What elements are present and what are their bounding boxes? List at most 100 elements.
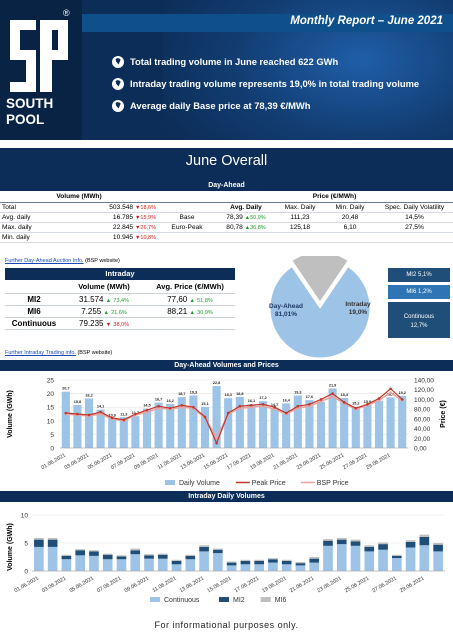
intraday-chart: Volume (GWh) 0 5 10 01.06.2021 03.06.2021 05.0… [7,513,445,604]
stacked-bar-continuous [130,554,141,571]
price-point [157,404,160,408]
stacked-bar-mi2 [75,550,86,556]
legend-swatch [260,597,271,602]
intraday-link-text[interactable]: Further Intraday Trading info. [5,350,76,356]
volume-bar [142,408,152,448]
price-point [284,411,288,415]
volume-bar [189,395,198,448]
stacked-bar-mi6 [295,562,306,564]
stacked-bar-continuous [391,558,402,571]
stacked-bar-mi6 [102,553,113,555]
price-point [389,391,392,394]
stacked-bar-mi6 [34,537,44,540]
price-point [180,403,184,407]
section-title: June Overall [185,153,268,169]
y-tick-label: 15 [47,405,55,412]
intraday-volume: 79.235 [79,318,104,328]
price-point [250,403,253,407]
x-tick-label: 11.06.2021 [152,576,178,594]
highlight-item: Intraday trading volume represents 19,0%… [112,74,419,93]
stacked-bar-mi6 [185,554,196,556]
volume-bar [363,404,372,448]
stacked-bar-mi6 [281,559,292,561]
stacked-bar-mi6 [61,554,72,556]
x-tick-label: 05.06.2021 [87,453,113,472]
row-label: Total [0,202,60,213]
price-point [319,400,323,403]
price-min: 20,48 [324,212,376,223]
price-min: 6,10 [324,222,376,233]
volume-bar [200,406,210,448]
price-point [273,407,276,411]
report-title-bar: Monthly Report – June 2021 [82,14,453,32]
y2-tick-label: 80,00 [414,407,431,414]
stacked-bar-mi2 [378,544,388,550]
bar-data-label: 19,3 [190,391,197,395]
day-ahead-table: Volume (MWh) Price (€/MWh) Total 503.548… [0,192,453,243]
price-change: 51,8% [197,297,213,304]
x-tick-label: 09.06.2021 [124,576,150,595]
price-point [99,410,102,414]
stacked-bar-mi2 [364,546,375,552]
y2-tick-label: 0,00 [414,446,427,453]
stacked-bar-continuous [350,545,361,571]
day-ahead-info-link[interactable]: Further Day-Ahead Auction Info. (BSP web… [5,258,120,264]
globe-icon [112,55,124,68]
stacked-bar-mi6 [130,548,141,551]
arrow-up-icon: ▲ [244,224,251,231]
x-tick-label: 27.06.2021 [371,576,397,595]
stacked-bar-mi2 [254,560,264,565]
day-ahead-link-text[interactable]: Further Day-Ahead Auction Info. [5,258,84,264]
stacked-bar-mi2 [102,554,113,560]
highlight-item: Average daily Base price at 78,39 €/MWh [112,96,419,115]
bar-data-label: 22,8 [213,381,220,385]
bar-data-label: 16,7 [155,398,162,402]
volume-change: 18,6% [140,204,156,211]
price-point [308,404,311,408]
pie-breakdown-mi2: MI2 5,1% [388,268,450,282]
stacked-bar-mi2 [116,556,127,560]
volume-bar [235,396,244,448]
price-row-label: Euro-Peak [158,222,216,233]
bar-data-label: 18,6 [387,392,394,396]
stacked-bar-mi6 [213,548,223,550]
bar-data-label: 14,7 [271,403,278,407]
logo-text-line2: POOL [6,112,45,127]
x-tick-label: 29.06.2021 [399,576,425,595]
bar-data-label: 17,6 [306,395,313,399]
arrow-down-icon: ▼ [134,214,141,221]
stacked-bar-continuous [364,551,375,571]
breakdown-label: Continuous [403,314,435,320]
price-point [296,406,300,410]
x-tick-label: 09.06.2021 [133,453,159,472]
volume-bar [386,397,395,448]
price-max: 111,23 [276,212,324,223]
volume-bar [61,391,70,448]
day-ahead-chart: Volume (GWh) Price (€) 0 5 10 15 20 25 0,00 20,00… [7,378,447,488]
intraday-price: 88,21 [167,306,188,316]
x-tick-label: 03.06.2021 [64,453,90,472]
arrow-up-icon: ▲ [105,297,112,304]
x-tick-label: 27.06.2021 [342,453,368,472]
volume-change: 26,7% [140,224,156,231]
col-header: Avg. Daily [216,202,276,213]
y-tick-label: 10 [21,513,29,520]
price-row-label: Base [158,212,216,223]
intraday-table: Volume (MWh) Avg. Price (€/MWh) MI2 31.5… [5,281,235,330]
stacked-bar-mi6 [226,561,237,563]
intraday-info-link[interactable]: Further Intraday Trading info. (BSP webs… [5,350,112,356]
stacked-bar-continuous [61,559,72,571]
bar-data-label: 18,8 [236,392,243,396]
x-tick-label: 13.06.2021 [180,453,206,472]
x-tick-label: 07.06.2021 [96,576,122,595]
volume-bar [96,409,105,448]
bar-data-label: 18,4 [341,393,349,397]
y-tick-label: 0 [50,446,54,453]
x-tick-label: 13.06.2021 [179,576,205,595]
stacked-bar-mi6 [309,557,320,559]
globe-icon [112,77,124,90]
stacked-bar-continuous [47,546,58,571]
arrow-up-icon: ▲ [189,309,195,316]
x-tick-label: 29.06.2021 [365,453,391,472]
arrow-down-icon: ▼ [134,234,141,241]
